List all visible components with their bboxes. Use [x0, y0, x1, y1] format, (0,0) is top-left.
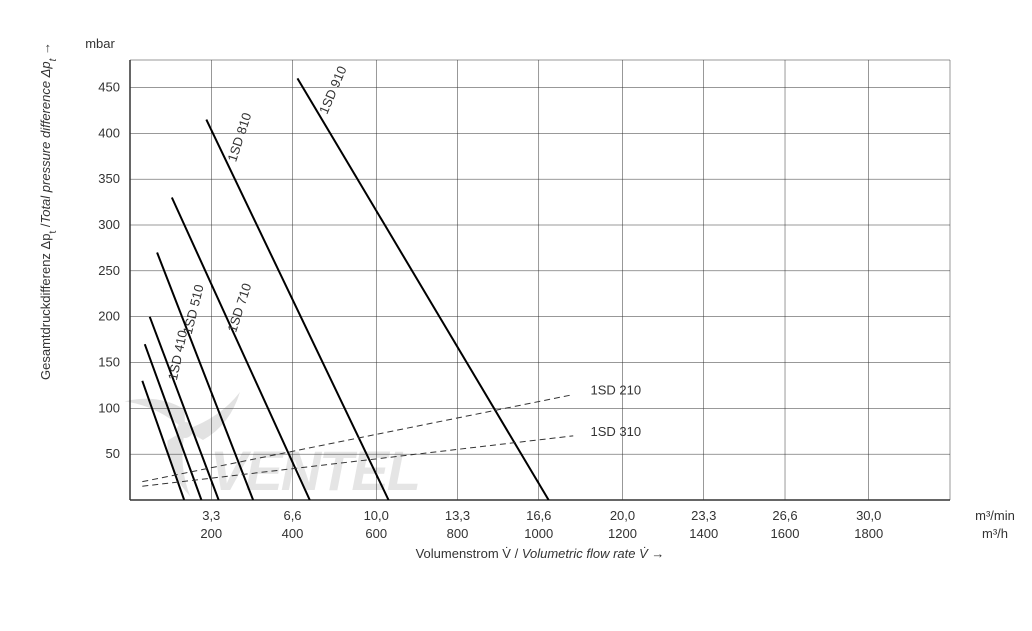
y-tick-label: 50 [106, 446, 120, 461]
x-tick-label-h: 1200 [608, 526, 637, 541]
y-tick-label: 200 [98, 309, 120, 324]
y-tick-label: 450 [98, 80, 120, 95]
series-label-group: 1SD 310 [590, 424, 641, 439]
series-label: 1SD 410 [165, 329, 190, 382]
series-label: 1SD 710 [224, 281, 254, 334]
y-tick-label: 250 [98, 263, 120, 278]
series-label-group: 1SD 910 [316, 64, 350, 116]
series-label: 1SD 910 [316, 64, 350, 116]
series-label: 1SD 510 [180, 283, 207, 336]
y-tick-label: 400 [98, 125, 120, 140]
x-tick-label-h: 1800 [854, 526, 883, 541]
x-tick-label-min: 13,3 [445, 508, 470, 523]
series-label-group: 1SD 210 [590, 383, 641, 398]
x-tick-label-h: 400 [282, 526, 304, 541]
x-tick-label-min: 30,0 [856, 508, 881, 523]
series-line [297, 78, 548, 500]
x-tick-label-min: 26,6 [772, 508, 797, 523]
x-tick-label-h: 600 [365, 526, 387, 541]
y-tick-label: 100 [98, 400, 120, 415]
series-label-group: 1SD 410 [165, 329, 190, 382]
x-tick-label-h: 1000 [524, 526, 553, 541]
x-tick-label-h: 1400 [689, 526, 718, 541]
series-label-group: 1SD 710 [224, 281, 254, 334]
x-tick-label-h: 800 [447, 526, 469, 541]
series-label-group: 1SD 810 [224, 111, 254, 164]
x-tick-label-min: 6,6 [283, 508, 301, 523]
svg-text:Gesamtdruckdifferenz Δpt /Tota: Gesamtdruckdifferenz Δpt /Total pressure… [38, 42, 59, 380]
series-label: 1SD 210 [590, 383, 641, 398]
y-unit-label: mbar [85, 36, 115, 51]
x-tick-label-min: 16,6 [526, 508, 551, 523]
x-tick-label-min: 10,0 [364, 508, 389, 523]
y-tick-label: 350 [98, 171, 120, 186]
x-axis-label: Volumenstrom V̇ / Volumetric flow rate V… [416, 546, 665, 561]
pressure-flow-chart: VENTEL50100150200250300350400450mbarGesa… [20, 20, 1032, 611]
x-tick-label-min: 3,3 [202, 508, 220, 523]
series-label: 1SD 810 [224, 111, 254, 164]
x-unit-min: m³/min [975, 508, 1015, 523]
chart-svg: VENTEL50100150200250300350400450mbarGesa… [20, 20, 1032, 611]
series-label: 1SD 310 [590, 424, 641, 439]
x-tick-label-min: 20,0 [610, 508, 635, 523]
y-tick-label: 150 [98, 355, 120, 370]
x-tick-label-h: 200 [200, 526, 222, 541]
y-axis-label: Gesamtdruckdifferenz Δpt /Total pressure… [38, 42, 59, 380]
y-tick-label: 300 [98, 217, 120, 232]
x-tick-label-h: 1600 [771, 526, 800, 541]
x-unit-h: m³/h [982, 526, 1008, 541]
x-tick-label-min: 23,3 [691, 508, 716, 523]
series-label-group: 1SD 510 [180, 283, 207, 336]
